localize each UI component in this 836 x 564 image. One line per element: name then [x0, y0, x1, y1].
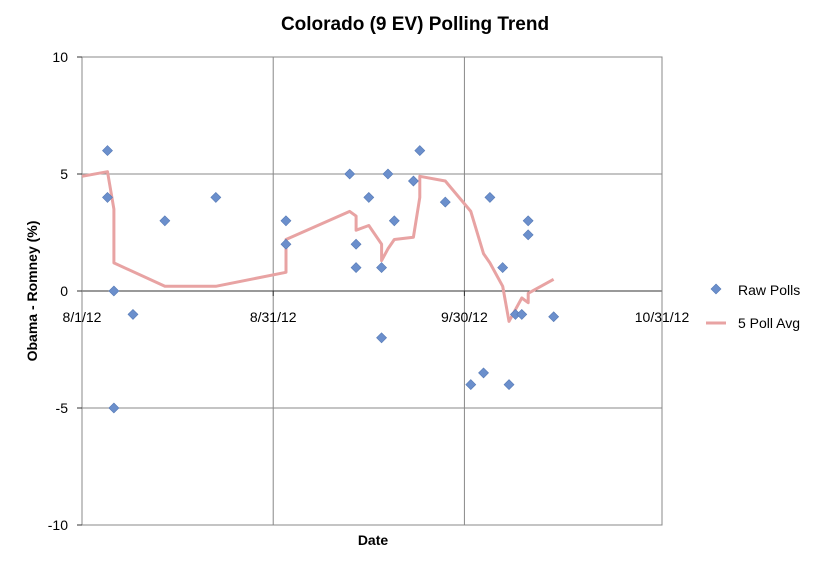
x-tick-label: 8/1/12: [63, 309, 102, 325]
poll-point: [516, 308, 528, 320]
legend-label-raw-polls: Raw Polls: [738, 282, 800, 298]
poll-point: [388, 215, 400, 227]
y-tick-label: 10: [52, 49, 68, 65]
poll-point: [363, 191, 375, 203]
x-tick-label: 9/30/12: [441, 309, 488, 325]
poll-point: [127, 308, 139, 320]
poll-point: [102, 191, 113, 203]
chart-title: Colorado (9 EV) Polling Trend: [281, 14, 549, 35]
poll-point: [503, 379, 515, 391]
poll-point: [108, 285, 120, 297]
poll-point: [376, 332, 387, 344]
legend: Raw Polls 5 Poll Avg: [706, 282, 800, 331]
y-axis-ticks: -10 -5 0 5 10: [48, 49, 82, 533]
poll-point: [522, 215, 534, 227]
poll-point: [484, 191, 496, 203]
poll-point: [548, 311, 560, 323]
poll-point: [439, 196, 451, 208]
poll-point: [102, 145, 113, 157]
x-axis-label: Date: [358, 532, 389, 548]
y-axis-label: Obama - Romney (%): [24, 221, 40, 362]
legend-label-5-poll-avg: 5 Poll Avg: [738, 315, 800, 331]
poll-point: [414, 145, 426, 157]
poll-point: [382, 168, 394, 180]
poll-point: [408, 175, 419, 187]
gridlines: [81, 57, 663, 525]
y-tick-label: 0: [60, 283, 68, 299]
poll-point: [344, 168, 356, 180]
y-tick-label: 5: [60, 166, 68, 182]
legend-marker-raw-polls: [710, 283, 722, 295]
raw-polls-layer: [102, 145, 560, 414]
poll-point: [159, 215, 171, 227]
x-axis-ticks: 8/1/12 8/31/12 9/30/12 10/31/12: [63, 309, 690, 325]
poll-point: [522, 229, 534, 241]
poll-point: [108, 402, 120, 414]
poll-point: [497, 262, 509, 274]
poll-point: [465, 379, 477, 391]
poll-point: [280, 238, 292, 250]
poll-point: [280, 215, 292, 227]
poll-point: [350, 262, 362, 274]
poll-point: [478, 367, 489, 379]
poll-point: [210, 191, 222, 203]
x-tick-label: 10/31/12: [635, 309, 690, 325]
average-line-layer: [81, 170, 555, 323]
average-line: [81, 170, 555, 323]
poll-point: [376, 262, 387, 274]
y-tick-label: -5: [56, 400, 69, 416]
x-tick-label: 8/31/12: [250, 309, 297, 325]
y-tick-label: -10: [48, 517, 68, 533]
poll-point: [350, 238, 362, 250]
